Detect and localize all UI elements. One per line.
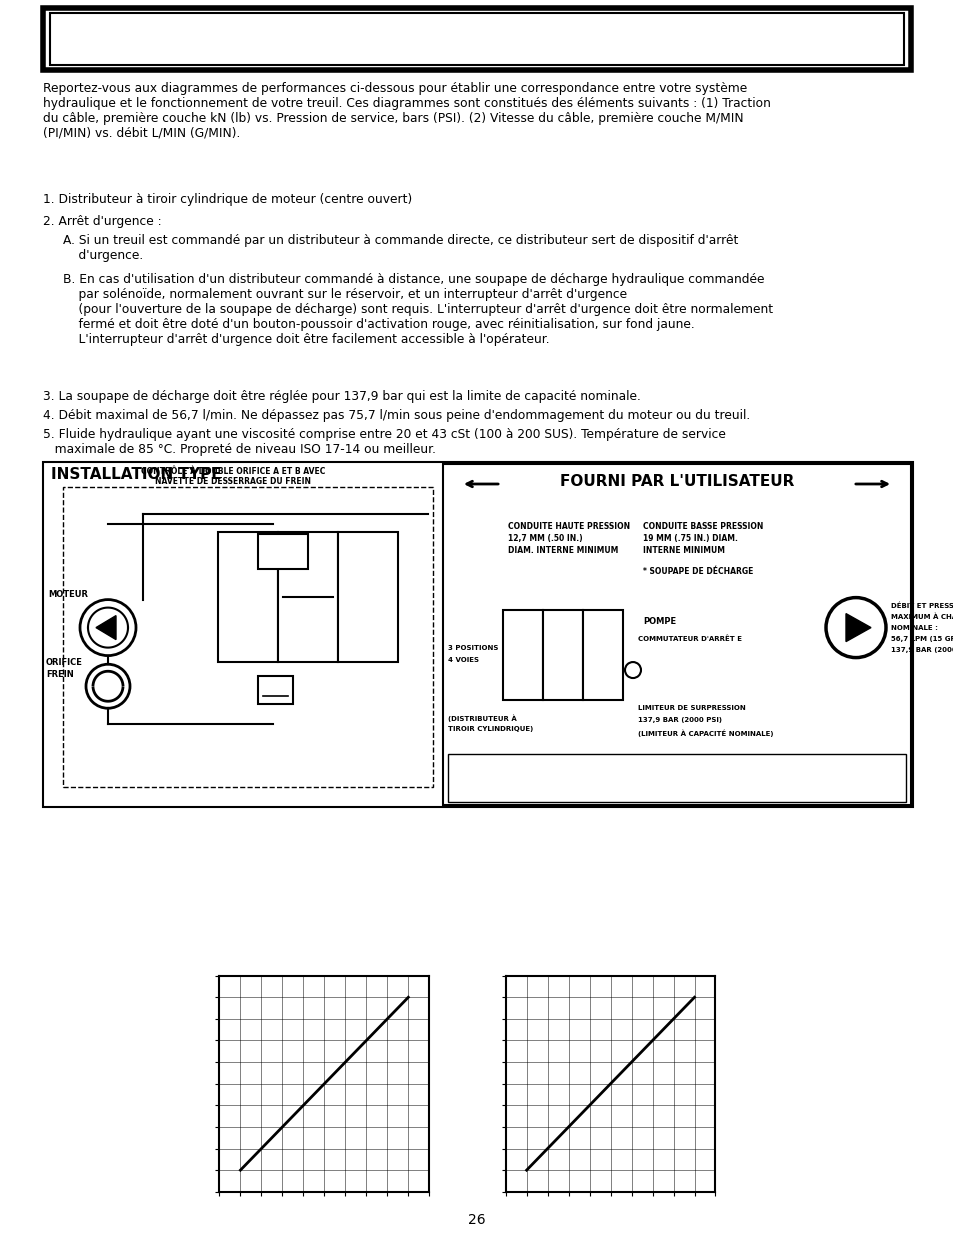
Text: TIROIR CYLINDRIQUE): TIROIR CYLINDRIQUE) [448, 726, 533, 732]
Bar [277, 532, 337, 662]
Polygon shape [845, 614, 870, 642]
Text: DIAM. INTERNE MINIMUM: DIAM. INTERNE MINIMUM [507, 546, 618, 555]
Text: NOMINALE :: NOMINALE : [890, 625, 937, 631]
Text: MOTEUR: MOTEUR [48, 589, 88, 599]
Circle shape [825, 598, 885, 657]
Text: Reportez-vous aux diagrammes de performances ci-dessous pour établir une corresp: Reportez-vous aux diagrammes de performa… [43, 82, 770, 140]
Text: INTERNE MINIMUM: INTERNE MINIMUM [642, 546, 724, 555]
Text: * SOUPAPE DE DÉCHARGE: * SOUPAPE DE DÉCHARGE [642, 567, 753, 576]
Text: MAXIMUM À CHARGE: MAXIMUM À CHARGE [890, 614, 953, 620]
Text: 19 MM (.75 IN.) DIAM.: 19 MM (.75 IN.) DIAM. [642, 534, 737, 543]
Bar [502, 610, 542, 700]
Text: A. Si un treuil est commandé par un distributeur à commande directe, ce distribu: A. Si un treuil est commandé par un dist… [63, 233, 738, 262]
Text: 3 POSITIONS: 3 POSITIONS [448, 645, 497, 651]
Text: 26: 26 [468, 1213, 485, 1228]
Polygon shape [96, 615, 116, 640]
Text: 5. Fluide hydraulique ayant une viscosité comprise entre 20 et 43 cSt (100 à 200: 5. Fluide hydraulique ayant une viscosit… [43, 429, 725, 456]
Bar [257, 534, 308, 569]
Text: FOURNI PAR L'UTILISATEUR: FOURNI PAR L'UTILISATEUR [559, 474, 793, 489]
Text: INSTALLATION TYPE: INSTALLATION TYPE [51, 467, 221, 482]
Text: COMMUTATEUR D'ARRÊT E: COMMUTATEUR D'ARRÊT E [638, 635, 741, 641]
Text: LIMITEUR DE SURPRESSION: LIMITEUR DE SURPRESSION [638, 705, 745, 711]
Text: 4 VOIES: 4 VOIES [448, 657, 478, 663]
Bar [542, 610, 582, 700]
Bar [218, 532, 277, 662]
Text: 1. Distributeur à tiroir cylindrique de moteur (centre ouvert): 1. Distributeur à tiroir cylindrique de … [43, 193, 412, 206]
Text: 56,7 LPM (15 GPM): 56,7 LPM (15 GPM) [890, 636, 953, 642]
Text: 12,7 MM (.50 IN.): 12,7 MM (.50 IN.) [507, 534, 582, 543]
Text: FREIN: FREIN [46, 671, 73, 679]
Text: DÉBIT ET PRESSION: DÉBIT ET PRESSION [890, 603, 953, 609]
Bar [257, 676, 293, 704]
Circle shape [86, 664, 130, 708]
Text: POMPE: POMPE [642, 618, 676, 626]
Circle shape [624, 662, 640, 678]
Text: 137,9 BAR (2000 PSI): 137,9 BAR (2000 PSI) [890, 647, 953, 652]
Text: 4. Débit maximal de 56,7 l/min. Ne dépassez pas 75,7 l/min sous peine d'endommag: 4. Débit maximal de 56,7 l/min. Ne dépas… [43, 409, 749, 422]
Bar [50, 14, 903, 65]
Text: (LIMITEUR À CAPACITÉ NOMINALE): (LIMITEUR À CAPACITÉ NOMINALE) [638, 729, 773, 736]
Text: CONDUITE HAUTE PRESSION: CONDUITE HAUTE PRESSION [507, 522, 630, 531]
Bar [582, 610, 622, 700]
Text: CONTRÔLE À DOUBLE ORIFICE A ET B AVEC
NAVETTE DE DESSERRAGE DU FREIN: CONTRÔLE À DOUBLE ORIFICE A ET B AVEC NA… [141, 467, 325, 487]
Bar [43, 7, 910, 70]
Text: ORIFICE: ORIFICE [46, 658, 83, 667]
Bar [43, 462, 912, 806]
Bar [442, 464, 910, 805]
Text: CONDUITE BASSE PRESSION: CONDUITE BASSE PRESSION [642, 522, 762, 531]
Text: B. En cas d'utilisation d'un distributeur commandé à distance, une soupape de dé: B. En cas d'utilisation d'un distributeu… [63, 273, 772, 346]
Text: 2. Arrêt d'urgence :: 2. Arrêt d'urgence : [43, 215, 161, 228]
Text: 3. La soupape de décharge doit être réglée pour 137,9 bar qui est la limite de c: 3. La soupape de décharge doit être régl… [43, 390, 640, 403]
Circle shape [80, 600, 136, 656]
Bar [337, 532, 397, 662]
Text: 137,9 BAR (2000 PSI): 137,9 BAR (2000 PSI) [638, 718, 721, 722]
Bar [448, 755, 905, 802]
Text: (DISTRIBUTEUR À: (DISTRIBUTEUR À [448, 714, 517, 721]
Bar [63, 487, 433, 787]
Text: * REQUIS SEULEMENT EN CAS D'UTILISATION D'UN DISTRIBUTEUR 2B SOUS
LA RUBRIQUE CA: * REQUIS SEULEMENT EN CAS D'UTILISATION … [453, 757, 746, 779]
